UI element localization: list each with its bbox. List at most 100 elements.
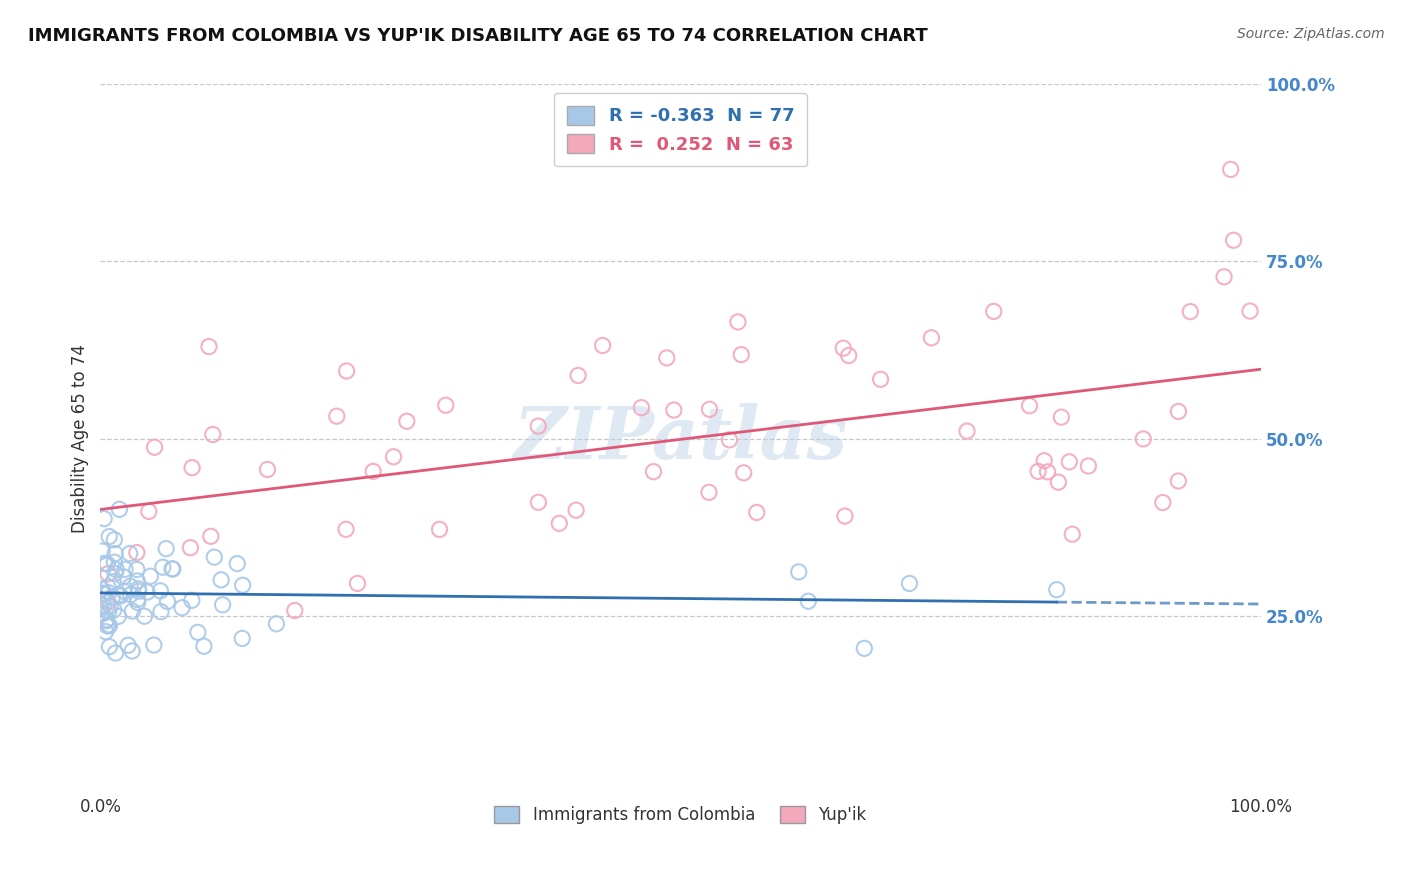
Point	[105, 563, 128, 577]
Point	[96, 614, 118, 628]
Point	[152, 560, 174, 574]
Point	[90, 602, 112, 616]
Text: IMMIGRANTS FROM COLOMBIA VS YUP'IK DISABILITY AGE 65 TO 74 CORRELATION CHART: IMMIGRANTS FROM COLOMBIA VS YUP'IK DISAB…	[28, 27, 928, 45]
Point	[834, 509, 856, 524]
Point	[1059, 455, 1081, 469]
Point	[1222, 233, 1244, 247]
Point	[143, 440, 166, 454]
Point	[336, 364, 359, 378]
Point	[149, 583, 172, 598]
Point	[120, 588, 142, 602]
Point	[1046, 582, 1069, 597]
Point	[103, 533, 125, 547]
Point	[284, 603, 307, 617]
Point	[699, 402, 721, 417]
Point	[127, 595, 149, 609]
Point	[733, 466, 755, 480]
Point	[162, 562, 184, 576]
Point	[730, 348, 752, 362]
Point	[138, 504, 160, 518]
Point	[91, 544, 114, 558]
Point	[382, 450, 405, 464]
Point	[112, 570, 135, 584]
Point	[200, 529, 222, 543]
Point	[125, 545, 148, 559]
Point	[97, 595, 120, 609]
Point	[180, 593, 202, 607]
Point	[156, 594, 179, 608]
Point	[920, 331, 942, 345]
Point	[93, 511, 115, 525]
Point	[232, 578, 254, 592]
Point	[1062, 527, 1084, 541]
Point	[103, 603, 125, 617]
Point	[97, 605, 120, 619]
Point	[187, 625, 209, 640]
Point	[103, 574, 125, 589]
Text: ZIPatlas: ZIPatlas	[513, 403, 848, 474]
Point	[630, 401, 652, 415]
Point	[745, 505, 768, 519]
Point	[256, 462, 278, 476]
Point	[1219, 162, 1241, 177]
Point	[121, 604, 143, 618]
Point	[94, 624, 117, 639]
Point	[97, 617, 120, 632]
Point	[1167, 474, 1189, 488]
Point	[127, 582, 149, 596]
Point	[97, 585, 120, 599]
Point	[226, 557, 249, 571]
Point	[108, 502, 131, 516]
Point	[181, 460, 204, 475]
Point	[266, 616, 288, 631]
Point	[211, 598, 233, 612]
Point	[787, 565, 810, 579]
Point	[429, 522, 451, 536]
Point	[110, 589, 132, 603]
Point	[104, 566, 127, 581]
Point	[209, 573, 232, 587]
Point	[104, 547, 127, 561]
Point	[565, 503, 588, 517]
Point	[198, 340, 221, 354]
Point	[108, 588, 131, 602]
Point	[983, 304, 1005, 318]
Point	[96, 619, 118, 633]
Point	[149, 605, 172, 619]
Point	[98, 599, 121, 614]
Point	[170, 600, 193, 615]
Point	[718, 433, 741, 447]
Point	[1036, 465, 1059, 479]
Point	[112, 584, 135, 599]
Point	[96, 557, 118, 571]
Point	[91, 587, 114, 601]
Point	[127, 592, 149, 607]
Point	[118, 547, 141, 561]
Point	[114, 562, 136, 576]
Point	[527, 419, 550, 434]
Point	[869, 372, 891, 386]
Point	[1047, 475, 1070, 490]
Point	[97, 566, 120, 581]
Point	[97, 580, 120, 594]
Point	[136, 585, 159, 599]
Point	[655, 351, 678, 365]
Point	[101, 590, 124, 604]
Point	[1033, 454, 1056, 468]
Point	[1132, 432, 1154, 446]
Point	[1018, 399, 1040, 413]
Point	[193, 639, 215, 653]
Point	[1167, 404, 1189, 418]
Point	[1026, 465, 1049, 479]
Point	[346, 576, 368, 591]
Point	[201, 427, 224, 442]
Point	[326, 409, 349, 424]
Text: Source: ZipAtlas.com: Source: ZipAtlas.com	[1237, 27, 1385, 41]
Legend: Immigrants from Colombia, Yup'ik: Immigrants from Colombia, Yup'ik	[485, 796, 877, 834]
Point	[832, 341, 855, 355]
Point	[120, 579, 142, 593]
Point	[179, 541, 201, 555]
Point	[117, 638, 139, 652]
Point	[1180, 304, 1202, 318]
Point	[395, 414, 418, 428]
